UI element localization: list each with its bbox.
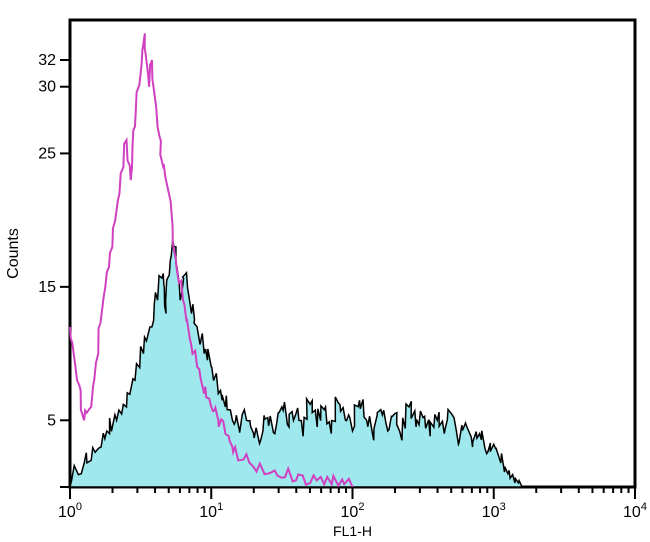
x-tick-label: 100 <box>58 501 82 521</box>
y-axis-label: Counts <box>5 228 22 279</box>
y-tick-label: 5 <box>47 412 56 429</box>
x-tick-label: 102 <box>341 501 365 521</box>
y-tick-label: 32 <box>38 52 56 69</box>
chart-svg: 100 101 102 103 104 5 15 25 30 32 Counts FL1-H <box>0 0 650 542</box>
histogram-chart: 100 101 102 103 104 5 15 25 30 32 Counts FL1-H <box>0 0 650 542</box>
y-tick-label: 30 <box>38 79 56 96</box>
x-axis-label: FL1-H <box>333 523 372 539</box>
x-tick-label: 101 <box>199 501 223 521</box>
x-tick-label: 103 <box>482 501 506 521</box>
y-tick-label: 15 <box>38 279 56 296</box>
y-tick-label: 25 <box>38 145 56 162</box>
series-stained <box>70 240 522 487</box>
x-tick-label: 104 <box>623 501 647 521</box>
